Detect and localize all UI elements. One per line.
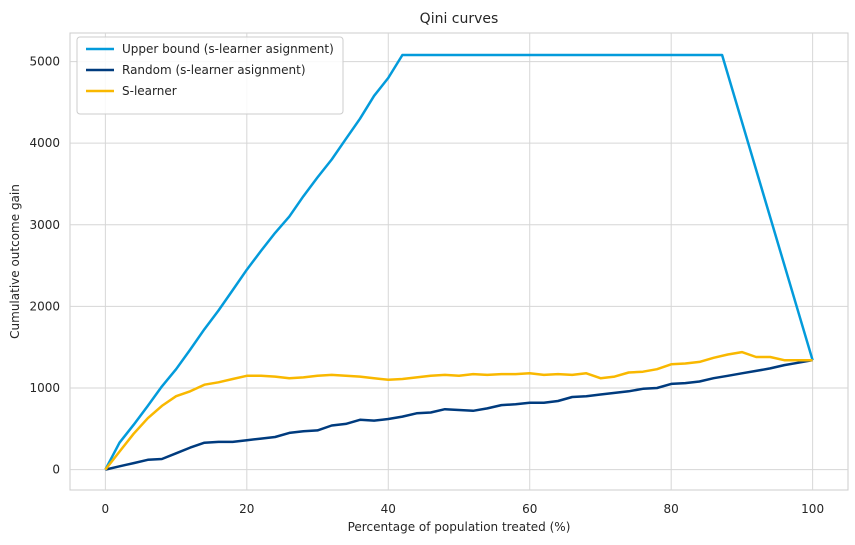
y-tick-label: 4000 (29, 136, 60, 150)
legend-label: Random (s-learner asignment) (122, 63, 306, 77)
legend-label: Upper bound (s-learner asignment) (122, 42, 334, 56)
x-tick-label: 100 (801, 502, 824, 516)
legend-label: S-learner (122, 84, 177, 98)
grid-lines (70, 33, 848, 490)
legend: Upper bound (s-learner asignment) Random … (76, 36, 344, 115)
series-line-2 (105, 358, 813, 471)
x-tick-label: 20 (239, 502, 254, 516)
y-tick-label: 1000 (29, 381, 60, 395)
legend-box (76, 36, 344, 115)
x-tick-label: 0 (102, 502, 110, 516)
x-tick-label: 80 (664, 502, 679, 516)
y-tick-label: 0 (52, 463, 60, 477)
y-tick-label: 2000 (29, 299, 60, 313)
series-lines (104, 53, 814, 471)
y-tick-label: 5000 (29, 55, 60, 69)
x-tick-label: 40 (381, 502, 396, 516)
y-tick-label: 3000 (29, 218, 60, 232)
x-axis-label: Percentage of population treated (%) (348, 520, 571, 534)
x-tick-label: 60 (522, 502, 537, 516)
series-line-3 (104, 350, 813, 471)
chart-title: Qini curves (420, 11, 499, 27)
y-axis-label: Cumulative outcome gain (8, 184, 22, 339)
series-line-1 (104, 53, 814, 471)
